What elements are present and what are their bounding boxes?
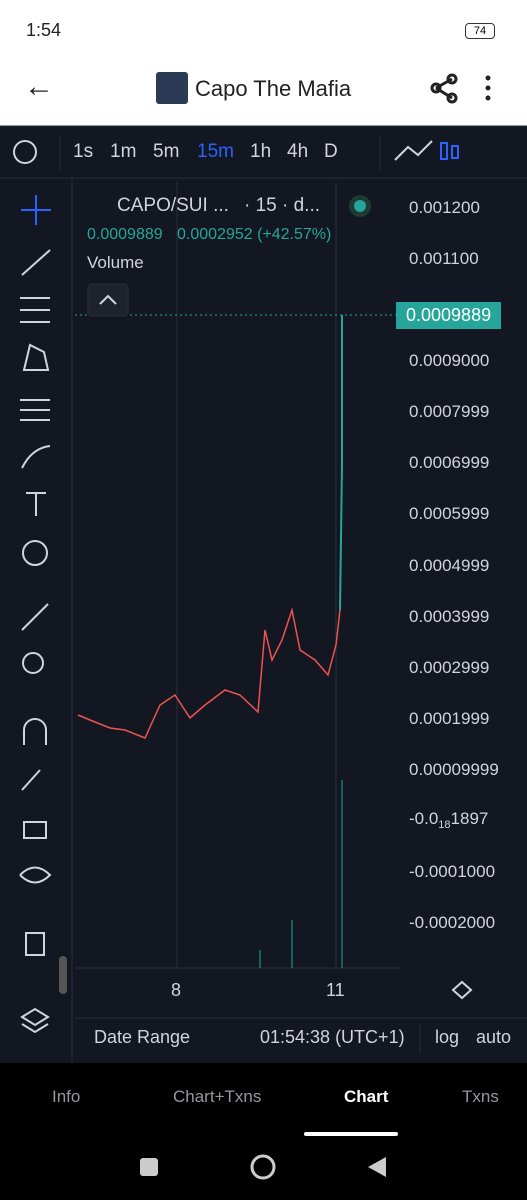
timeframe[interactable]: 1s [73, 141, 94, 162]
clock: 01:54:38 (UTC+1) [260, 1027, 405, 1047]
timeframe[interactable]: 5m [153, 141, 180, 162]
tab[interactable]: Chart [344, 1087, 389, 1106]
time-label: 11 [326, 980, 345, 1000]
chart-area [0, 126, 527, 1063]
tab[interactable]: Txns [462, 1087, 499, 1106]
status-time: 1:54 [26, 20, 62, 40]
price-label: 0.0009000 [409, 351, 490, 370]
legend-price: 0.0009889 [87, 226, 163, 243]
price-label: 0.0001999 [409, 709, 490, 728]
price-main: -0.0 [409, 809, 439, 828]
price-label: 0.00009999 [409, 760, 499, 779]
price-label: -0.0002000 [409, 913, 496, 932]
log-toggle[interactable]: log [435, 1027, 460, 1047]
header-title: Capo The Mafia [195, 76, 352, 101]
timeframe[interactable]: D [324, 141, 338, 162]
legend-interval: · 15 · d... [244, 195, 321, 216]
price-label: -0.0181897 [409, 809, 488, 831]
price-label: 0.001200 [409, 198, 480, 217]
timeframe[interactable]: 4h [287, 141, 309, 162]
price-sub: 18 [438, 819, 451, 831]
price-label: 0.0007999 [409, 402, 490, 421]
price-label: 0.0003999 [409, 607, 490, 626]
time-label: 8 [171, 980, 182, 1000]
price-label: 0.0006999 [409, 453, 490, 472]
timeframe[interactable]: 1h [250, 141, 272, 162]
price-label: 0.0002999 [409, 658, 490, 677]
battery: 74 [465, 23, 495, 39]
price-label: 0.001100 [409, 249, 479, 268]
tab[interactable]: Chart+Txns [173, 1087, 262, 1106]
volume-label: Volume [87, 253, 144, 272]
date-range[interactable]: Date Range [94, 1027, 191, 1047]
back-button[interactable]: ← [24, 70, 54, 103]
price-tail: 1897 [450, 809, 489, 828]
current-price-tag: 0.0009889 [396, 302, 502, 329]
timeframe[interactable]: 15m [197, 141, 234, 162]
legend-symbol: CAPO/SUI ... [117, 195, 229, 216]
price-label: 0.0005999 [409, 504, 490, 523]
price-label: 0.0004999 [409, 556, 490, 575]
tab[interactable]: Info [52, 1087, 81, 1106]
timeframe[interactable]: 1m [110, 141, 137, 162]
token-avatar [156, 72, 188, 104]
legend-change: 0.0002952 (+42.57%) [177, 226, 332, 243]
price-label: -0.0001000 [409, 862, 496, 881]
auto-toggle[interactable]: auto [476, 1027, 512, 1047]
